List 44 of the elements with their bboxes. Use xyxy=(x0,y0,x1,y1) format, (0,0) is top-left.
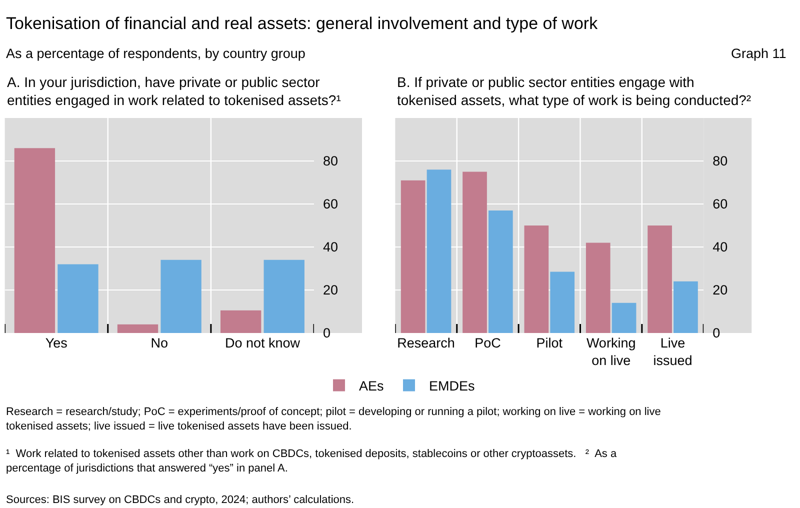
text: Tokenisation of financial and real assets: general involvement and type of work xyxy=(6,14,598,33)
y-tick-label: 40 xyxy=(323,240,338,255)
x-tick-label: Working on live xyxy=(586,336,636,368)
text: ¹ Work related to tokenised assets other than work on CBDCs, tokenised deposits, stablecoins or other cryptoassets. ² As a percentage of jurisdictions that answered “yes” in panel A. xyxy=(6,448,618,474)
chart-title: B. If private or public sector entities engage with tokenised assets, what type of work is being conducted?² xyxy=(397,74,752,108)
y-tick-label: 0 xyxy=(323,326,331,341)
bar xyxy=(462,172,487,333)
x-tick-label: PoC xyxy=(474,336,502,350)
y-tick-label: 80 xyxy=(712,154,728,169)
bar xyxy=(550,272,575,333)
bar xyxy=(648,226,672,333)
bar xyxy=(426,170,452,333)
x-tick-label: Yes xyxy=(45,336,68,350)
text: Research = research/study; PoC = experiments/proof of concept; pilot = developing or running a pilot; working on live = working on live tokenised assets; live issued = live tokenised assets have been issued. xyxy=(6,406,661,432)
text: As a percentage of respondents, by country group xyxy=(6,46,306,61)
x-tick-label: Live issued xyxy=(653,336,692,368)
source-note: Sources: BIS survey on CBDCs and crypto, 2024; authors’ calculations. xyxy=(6,494,354,506)
y-tick-label: 20 xyxy=(323,282,338,298)
caption: Graph 11 xyxy=(731,46,786,61)
bar xyxy=(524,226,549,333)
y-tick-label: 0 xyxy=(712,326,720,341)
y-tick-label: 20 xyxy=(712,282,728,298)
y-tick-label: 60 xyxy=(323,196,338,212)
x-tick-label: Pilot xyxy=(536,336,563,350)
legend-label: AEs xyxy=(359,378,384,394)
bar xyxy=(117,324,158,333)
legend-label: EMDEs xyxy=(429,378,476,394)
y-tick-label: 40 xyxy=(712,240,728,255)
x-tick-label: No xyxy=(150,336,168,350)
bar xyxy=(488,210,513,333)
bar xyxy=(220,310,262,333)
bar xyxy=(612,302,636,333)
bar xyxy=(14,148,56,333)
bar xyxy=(400,180,426,333)
bar xyxy=(674,281,698,333)
bar xyxy=(264,260,304,333)
bar xyxy=(586,242,610,333)
bar xyxy=(160,260,202,333)
y-tick-label: 60 xyxy=(712,196,728,212)
bar xyxy=(58,264,98,333)
y-tick-label: 80 xyxy=(323,154,338,169)
x-tick-label: Research xyxy=(397,336,455,350)
chart-title: A. In your jurisdiction, have private or public sector entities engaged in work related to tokenised assets?¹ xyxy=(7,74,342,108)
x-tick-label: Do not know xyxy=(224,336,300,350)
